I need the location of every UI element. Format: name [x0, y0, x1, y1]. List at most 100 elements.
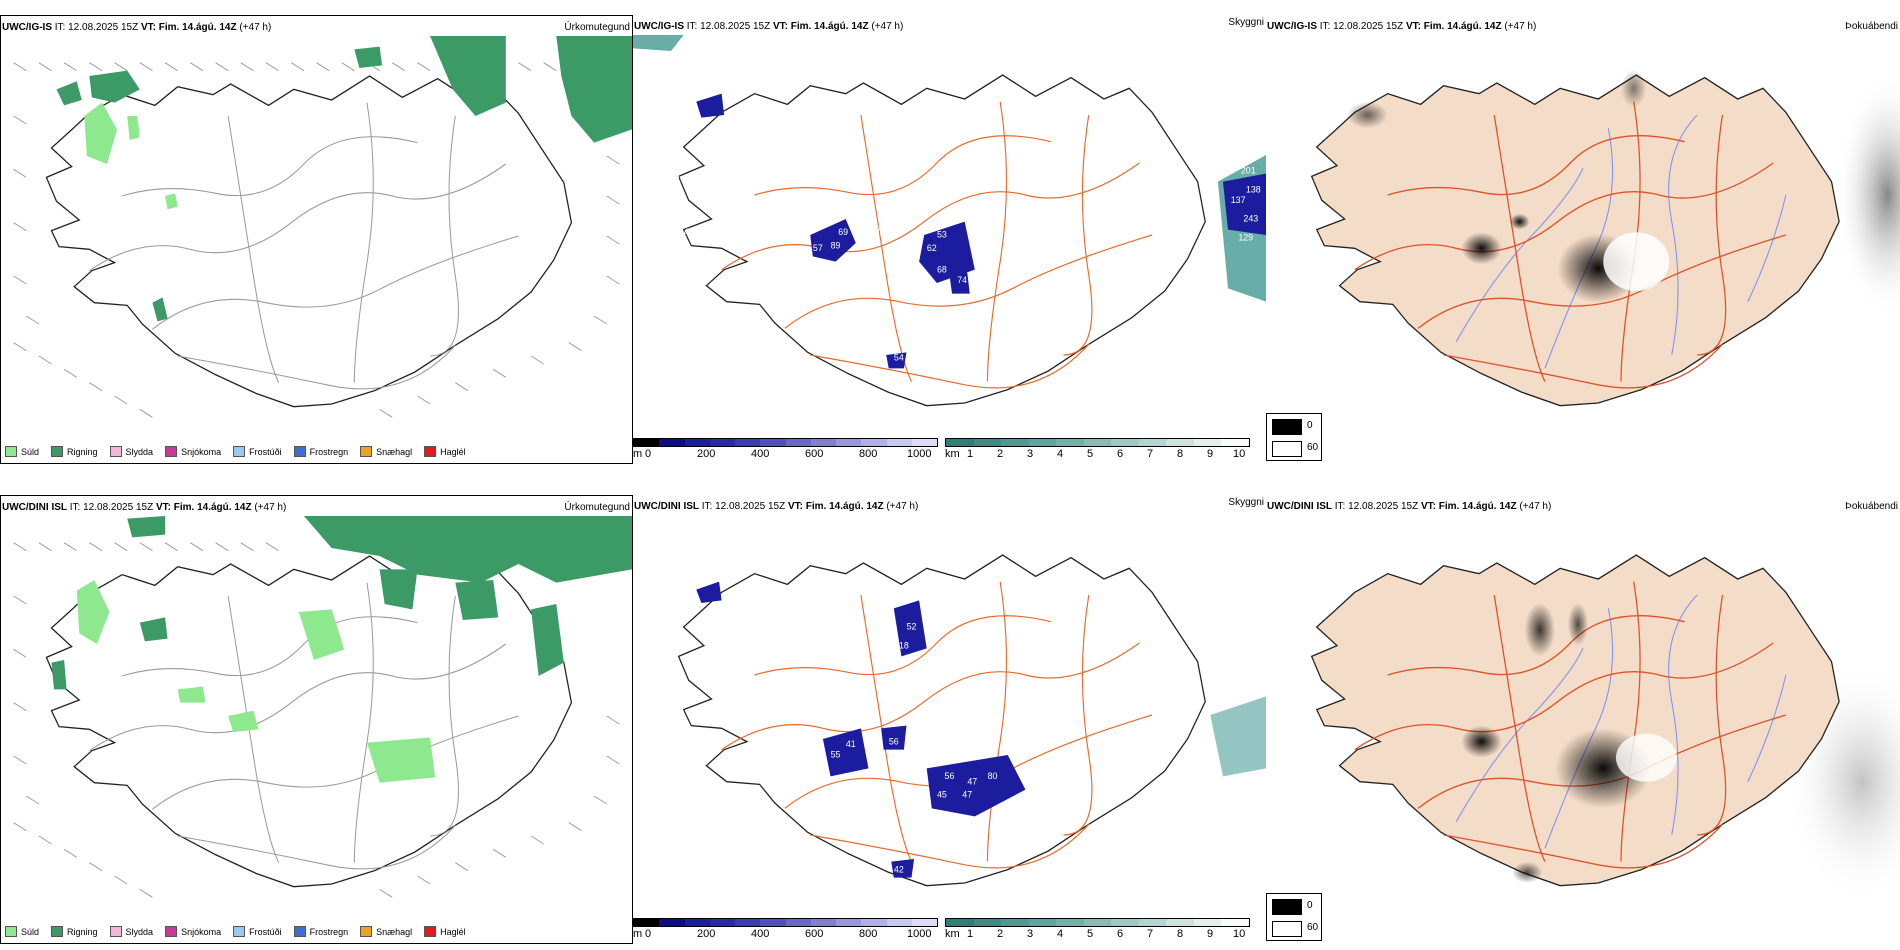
cloud-label: 18 — [899, 640, 909, 650]
cbar-bin — [946, 919, 974, 926]
tick: 9 — [1207, 448, 1214, 460]
cbar-bin — [861, 439, 887, 446]
cbar-bin — [760, 919, 786, 926]
cloud-label: 236 — [1069, 88, 1084, 98]
cloud-label: 68 — [937, 264, 947, 274]
fog-title: Þokuábendi — [1845, 501, 1898, 512]
swatch — [233, 446, 246, 457]
cbar-bin — [735, 439, 761, 446]
cbar-bin — [684, 439, 710, 446]
legend-item: Haglél — [424, 446, 466, 457]
swatch — [165, 926, 178, 937]
legend-item: Frostregn — [293, 926, 348, 937]
tick: 6 — [1117, 928, 1124, 940]
vt-value: Fim. 14.ágú. 14Z — [158, 22, 237, 33]
vt-label: VT: — [1420, 501, 1436, 512]
tick: 8 — [1177, 448, 1184, 460]
legend-item: Haglél — [424, 926, 466, 937]
vt-label: VT: — [140, 22, 156, 33]
lead-time: (+47 h) — [871, 21, 904, 32]
cbar-bin — [886, 439, 912, 446]
cbar-bin — [709, 919, 735, 926]
cbar-bin — [1193, 439, 1222, 446]
cloud-label: 243 — [1243, 213, 1258, 223]
cbar-bin — [973, 439, 1002, 446]
panel-header: UWC/IG-IS IT: 12.08.2025 15Z VT: Fim. 14… — [634, 21, 903, 33]
vt-value: Fim. 14.ágú. 14Z — [790, 21, 869, 32]
it-value: 12.08.2025 15Z — [1348, 501, 1419, 512]
fog-legend-black — [1272, 419, 1302, 435]
cloud-label: 89 — [831, 240, 841, 250]
cbar-bin — [634, 439, 660, 446]
tick: 1000 — [907, 928, 932, 940]
cloud-title: Skyggni — [1228, 17, 1264, 28]
model-name: UWC/IG-IS — [2, 22, 52, 33]
tick: 3 — [1027, 928, 1034, 940]
cloud-label: 74 — [957, 275, 967, 285]
vt-label: VT: — [155, 502, 171, 513]
cbar-bin — [709, 439, 735, 446]
fog-legend-white — [1272, 441, 1302, 457]
panel-header: UWC/DINI ISL IT: 12.08.2025 15Z VT: Fim.… — [2, 502, 286, 514]
vt-label: VT: — [1405, 21, 1421, 32]
tick: 3 — [1027, 448, 1034, 460]
cbar-bin — [1193, 919, 1222, 926]
vt-value: Fim. 14.ágú. 14Z — [1423, 21, 1502, 32]
cbar-bin — [1221, 439, 1250, 446]
cloud-map: 52 18 41 55 56 50 56 47 80 45 47 42 — [677, 554, 1266, 887]
cbar-bin — [836, 439, 862, 446]
precip-panel-row1: UWC/IG-IS IT: 12.08.2025 15Z VT: Fim. 14… — [0, 15, 633, 464]
tick: 400 — [751, 928, 770, 940]
cloud-label: 50 — [940, 752, 950, 762]
fog-tick: 0 — [1307, 900, 1313, 911]
cloud-label: 45 — [937, 789, 947, 799]
cloud-title: Skyggni — [1228, 497, 1264, 508]
tick: 400 — [751, 448, 770, 460]
it-label: IT: — [701, 501, 713, 512]
lead-time: (+47 h) — [254, 502, 287, 513]
cbar-bin — [946, 439, 974, 446]
swatch — [165, 446, 178, 457]
lead-time: (+47 h) — [1504, 21, 1537, 32]
cbar-bin — [911, 439, 937, 446]
it-value: 12.08.2025 15Z — [1333, 21, 1404, 32]
model-name: UWC/DINI ISL — [2, 502, 67, 513]
cbar-bin — [1001, 439, 1029, 446]
cbar-bin — [1056, 439, 1084, 446]
swatch — [51, 926, 64, 937]
cloud-label: 137 — [1231, 195, 1246, 205]
precip-map — [13, 516, 632, 898]
legend-item: Snæhagl — [360, 926, 412, 937]
cbar-bin — [659, 919, 685, 926]
fog-tick: 60 — [1307, 922, 1319, 933]
it-label: IT: — [686, 21, 698, 32]
cbar-bin — [810, 439, 836, 446]
cbar-bin — [836, 919, 862, 926]
it-label: IT: — [69, 502, 81, 513]
swatch — [424, 446, 437, 457]
cbar-bin — [861, 919, 887, 926]
cbar-bin — [659, 439, 685, 446]
low-cloud-areas — [696, 93, 1266, 369]
sea-fog — [1210, 696, 1266, 777]
cbar-bin — [634, 919, 660, 926]
cloud-label: 47 — [962, 789, 972, 799]
fog-title: Þokuábendi — [1845, 21, 1898, 32]
tick: 8 — [1177, 928, 1184, 940]
visibility-ticks: km 1 2 3 4 5 6 7 8 9 10 — [945, 928, 1250, 942]
cloud-label: 80 — [988, 771, 998, 781]
wind-barbs — [13, 542, 620, 898]
fog-map — [1310, 554, 1900, 902]
cloud-label: 54 — [894, 352, 904, 362]
cloud-height-labels: 236 58 201 138 137 243 129 69 89 57 74 5… — [671, 88, 1260, 362]
tick: 9 — [1207, 928, 1214, 940]
model-name: UWC/DINI ISL — [1267, 501, 1332, 512]
tick: 0 — [645, 928, 652, 940]
fog-legend: 0 60 — [1266, 893, 1322, 941]
legend-item: Frostregn — [293, 446, 348, 457]
precip-legend: Súld Rigning Slydda Snjókoma Frostúði Fr… — [5, 926, 466, 937]
fog-legend-white — [1272, 921, 1302, 937]
swatch — [293, 446, 306, 457]
it-value: 12.08.2025 15Z — [715, 501, 786, 512]
swatch — [5, 926, 17, 937]
